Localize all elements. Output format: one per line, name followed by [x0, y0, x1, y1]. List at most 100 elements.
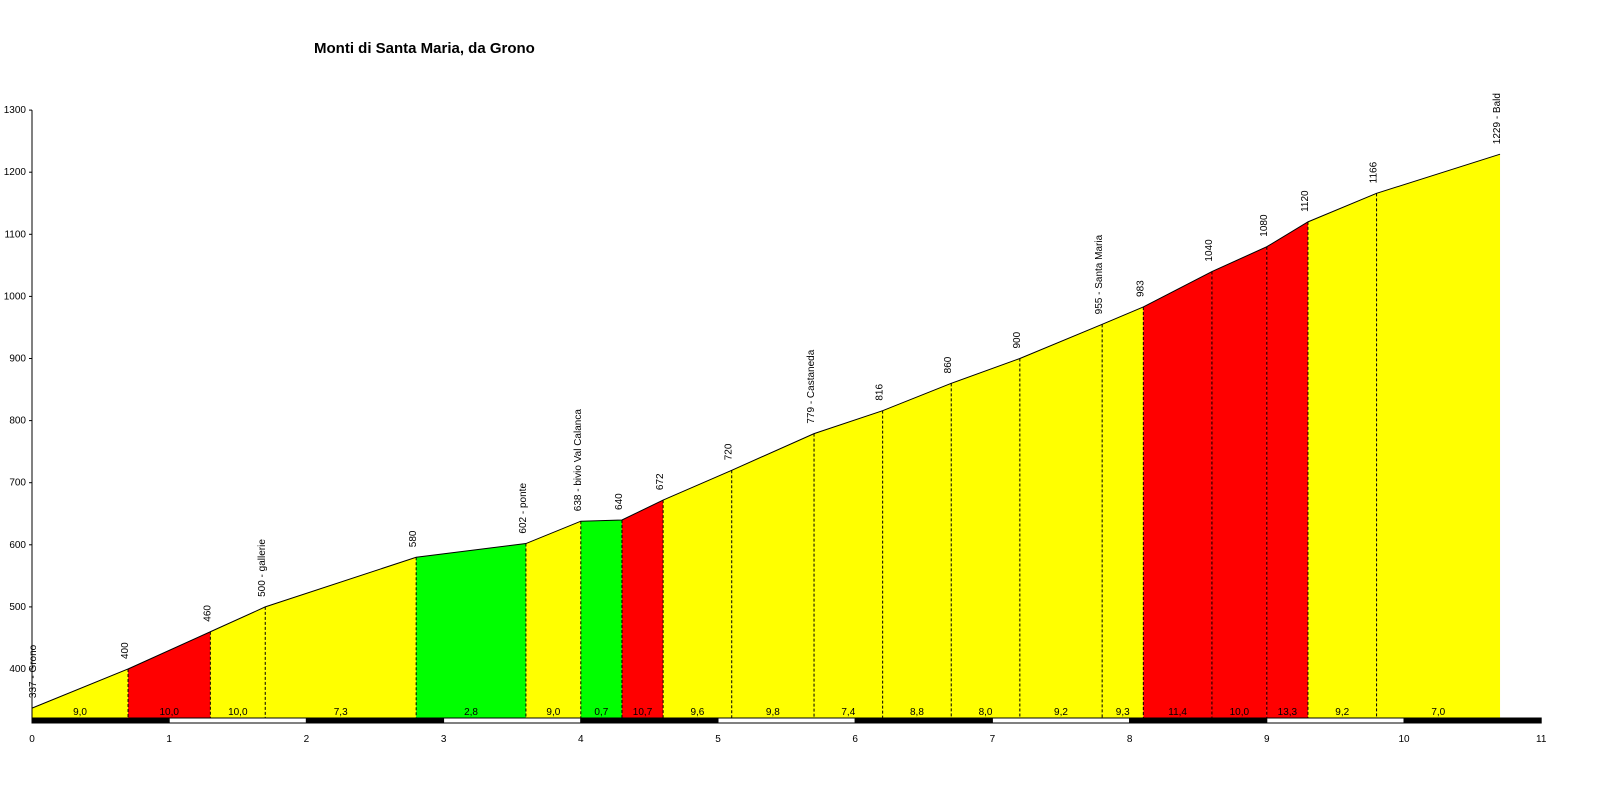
segment-fill: [1019, 324, 1103, 718]
gradient-label: 9,0: [73, 707, 87, 718]
altitude-label: 860: [943, 356, 954, 373]
gradient-labels: 9,0 10,0 10,0 7,3 2,8 9,0 0,7 10,7 9,6 9,8 7,4 8,8 8…: [73, 707, 1446, 718]
y-tick-label: 1000: [4, 291, 27, 302]
x-tick-label: 7: [990, 734, 996, 745]
altitude-label: 1166: [1369, 161, 1380, 183]
y-tick-label: 1100: [4, 229, 26, 240]
x-tick-label: 3: [441, 734, 447, 745]
segment-dividers: [127, 193, 1378, 718]
gradient-label: 9,2: [1335, 707, 1349, 718]
segment-fill: [663, 470, 732, 718]
x-tick-label: 5: [715, 734, 721, 745]
km-bar-block: [717, 717, 856, 724]
gradient-label: 10,0: [1230, 707, 1250, 718]
km-bar-block: [854, 717, 993, 724]
segment-fill: [1266, 221, 1308, 718]
gradient-label: 9,8: [766, 707, 780, 718]
segment-fill: [265, 557, 417, 718]
altitude-label: 672: [655, 473, 666, 490]
x-tick-label: 0: [29, 734, 35, 745]
axes: 400 500 600 700 800 900 1000 1100 1200 1300 0 1 2 3 4 5…: [4, 105, 1547, 745]
x-tick-label: 9: [1264, 734, 1270, 745]
gradient-label: 2,8: [464, 707, 478, 718]
gradient-label: 7,0: [1431, 707, 1445, 718]
km-bar-block: [1403, 717, 1542, 724]
gradient-label: 9,3: [1116, 707, 1130, 718]
segment-fill: [32, 669, 129, 718]
km-bar-block: [1129, 717, 1268, 724]
segment-fill: [580, 519, 622, 718]
altitude-label: 983: [1135, 280, 1146, 297]
gradient-label: 7,4: [841, 707, 855, 718]
gradient-label: 10,0: [159, 707, 179, 718]
gradient-label: 0,7: [594, 707, 608, 718]
segment-fill: [882, 383, 952, 718]
y-tick-label: 1300: [4, 105, 27, 116]
gradient-label: 13,3: [1278, 707, 1298, 718]
altitude-label: 602 - ponte: [518, 483, 529, 534]
gradient-label: 7,3: [334, 707, 348, 718]
gradient-label: 10,7: [633, 707, 653, 718]
y-tick-label: 600: [9, 540, 26, 551]
gradient-label: 11,4: [1168, 707, 1187, 718]
segment-fills: [32, 154, 1501, 719]
km-bar-block: [305, 717, 445, 724]
gradient-label: 8,0: [979, 707, 993, 718]
segment-fill: [1211, 246, 1267, 718]
km-bar-block: [991, 717, 1131, 724]
segment-fill: [1307, 193, 1377, 719]
altitude-label: 1229 - Bald: [1492, 93, 1503, 144]
chart-title: Monti di Santa Maria, da Grono: [314, 40, 535, 57]
segment-fill: [621, 500, 664, 718]
segment-fill: [951, 358, 1020, 718]
altitude-label: 580: [408, 530, 419, 547]
x-tick-label: 6: [852, 734, 858, 745]
point-labels: 337 - Grono 400 460 500 - gallerie 580 602 - …: [28, 93, 1503, 698]
km-bar-block: [580, 717, 719, 724]
altitude-label: 400: [120, 642, 131, 659]
gradient-label: 8,8: [910, 707, 924, 718]
x-tick-label: 1: [166, 734, 172, 745]
altitude-label: 640: [614, 493, 625, 510]
km-bar-block: [31, 717, 170, 724]
altitude-label: 638 - bivio Val Calanca: [573, 409, 584, 512]
segment-fill: [210, 606, 266, 718]
profile-outline: [31, 153, 1501, 709]
x-tick-label: 2: [304, 734, 310, 745]
profile-line: [31, 153, 1501, 709]
segment-fill: [416, 543, 526, 718]
segment-fill: [731, 433, 815, 718]
gradient-label: 9,2: [1054, 707, 1068, 718]
altitude-label: 900: [1012, 331, 1023, 348]
gradient-label: 10,0: [228, 707, 248, 718]
y-tick-label: 700: [9, 478, 26, 489]
y-tick-label: 800: [9, 416, 26, 427]
y-tick-label: 500: [9, 602, 26, 613]
km-bar-block: [168, 717, 307, 724]
segment-fill: [1102, 306, 1144, 718]
x-tick-label: 10: [1398, 734, 1410, 745]
y-tick-label: 900: [9, 354, 26, 365]
segment-fill: [1376, 154, 1501, 719]
altitude-label: 337 - Grono: [28, 644, 39, 698]
y-tick-label: 400: [9, 664, 26, 675]
x-tick-label: 4: [578, 734, 584, 745]
altitude-label: 500 - gallerie: [257, 539, 268, 597]
altitude-label: 816: [875, 384, 886, 401]
segment-fill: [525, 521, 581, 718]
altitude-label: 779 - Castaneda: [806, 349, 817, 423]
km-bar-block: [1266, 717, 1405, 724]
x-tick-label: 11: [1536, 734, 1547, 745]
altitude-label: 1080: [1259, 214, 1270, 237]
altitude-label: 1040: [1204, 239, 1215, 262]
segment-fill: [1143, 271, 1212, 718]
altitude-label: 1120: [1300, 190, 1311, 212]
segment-fill: [814, 410, 883, 718]
gradient-label: 9,0: [546, 707, 560, 718]
segment-fill: [128, 631, 211, 718]
altitude-label: 720: [724, 443, 735, 460]
altitude-label: 460: [202, 605, 213, 622]
x-tick-label: 8: [1127, 734, 1133, 745]
km-bar-block: [443, 717, 582, 724]
